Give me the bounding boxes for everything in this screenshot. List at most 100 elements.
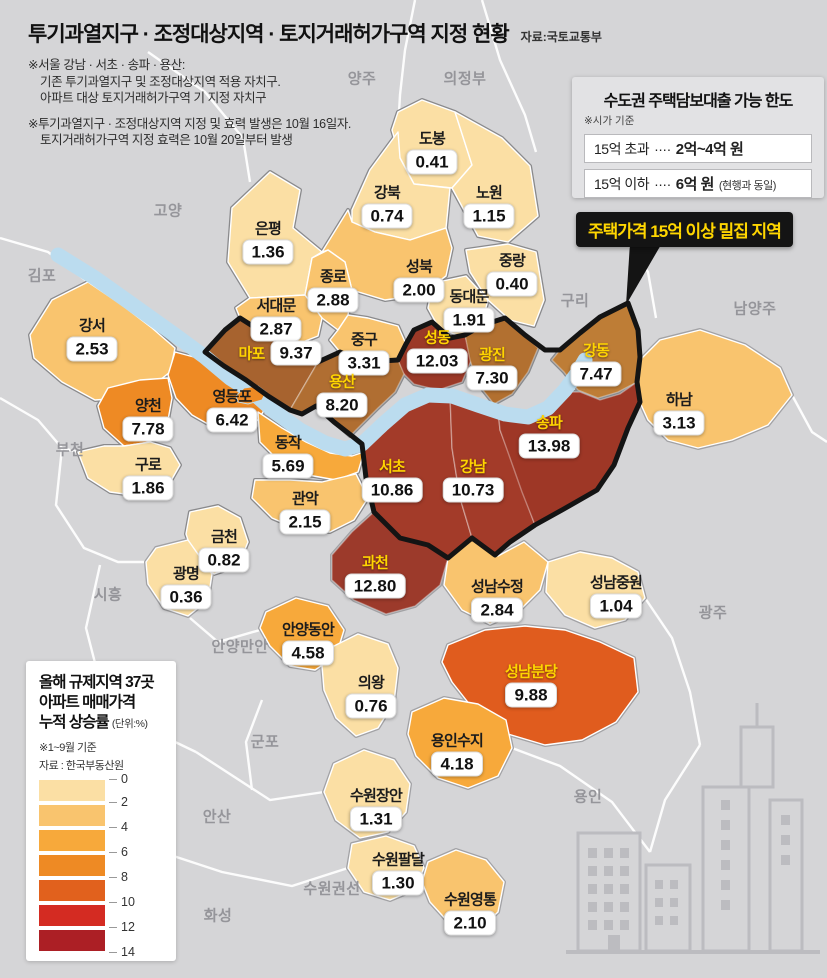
district-value-pill-nowon: 1.15 <box>463 203 515 229</box>
legend-tick-dash <box>109 801 117 803</box>
district-label-yongsan: 용산 8.20 <box>316 371 368 418</box>
district-name-dongdaemun: 동대문 <box>449 288 489 306</box>
district-label-yongin-suji: 용인수지 4.18 <box>431 730 484 777</box>
district-value-pill-seongdong: 12.03 <box>406 348 468 374</box>
district-value-pill-guro: 1.86 <box>122 475 174 501</box>
district-value-pill-hanam: 3.13 <box>653 410 705 436</box>
legend-tick-label: 14 <box>121 945 135 959</box>
district-value-pill-anyang-dongan: 4.58 <box>282 640 334 666</box>
note-1-line-3: 아파트 대상 토지거래허가구역 기 지정 자치구 <box>40 91 267 105</box>
legend-title-line-1: 올해 규제지역 37곳 <box>39 674 155 691</box>
legend-tick-dash <box>109 926 117 928</box>
district-label-songpa: 송파 13.98 <box>518 412 580 459</box>
legend-tick-8: 8 <box>109 870 128 884</box>
region-label-goyang: 고양 <box>153 202 183 220</box>
district-value-pill-mapo: 9.37 <box>270 340 322 366</box>
legend-tick-dash <box>109 951 117 953</box>
district-value-pill-eunpyeong: 1.36 <box>242 239 294 265</box>
district-name-suwon-jangan: 수원장안 <box>349 787 403 805</box>
district-label-gwacheon: 과천 12.80 <box>344 552 406 599</box>
district-name-seongbuk: 성북 <box>405 258 433 276</box>
callout-text: 주택가격 15억 이상 밀집 지역 <box>588 222 782 241</box>
district-value-pill-gangbuk: 0.74 <box>361 203 413 229</box>
district-label-gangseo: 강서 2.53 <box>66 315 118 362</box>
region-label-hwaseong: 화성 <box>203 907 233 925</box>
legend-swatch-6 <box>39 930 105 951</box>
district-label-dobong: 도봉 0.41 <box>406 128 458 175</box>
price-zone-callout: 주택가격 15억 이상 밀집 지역 <box>576 212 793 247</box>
district-name-gangbuk: 강북 <box>373 184 401 202</box>
header: 투기과열지구 · 조정대상지역 · 토지거래허가구역 지정 현황 자료:국토교통… <box>28 18 602 149</box>
district-value-pill-dobong: 0.41 <box>406 149 458 175</box>
region-label-yangju: 양주 <box>347 70 377 88</box>
district-name-guro: 구로 <box>134 456 162 474</box>
loan-row-value: 6억 원 <box>675 176 715 193</box>
legend-swatch-2 <box>39 830 105 851</box>
district-value-pill-gwacheon: 12.80 <box>344 573 406 599</box>
region-label-ansan: 안산 <box>202 808 232 826</box>
legend-tick-6: 6 <box>109 845 128 859</box>
loan-row-value: 2억~4억 원 <box>675 141 744 158</box>
legend-tick-label: 6 <box>121 845 128 859</box>
district-value-pill-yongsan: 8.20 <box>316 392 368 418</box>
district-value-pill-jungnang: 0.40 <box>486 271 538 297</box>
district-name-dongjak: 동작 <box>274 434 302 452</box>
district-value-pill-seongnam-sujeong: 2.84 <box>471 597 523 623</box>
district-label-suwon-yeongtong: 수원영통 2.10 <box>444 889 497 936</box>
district-label-yangcheon: 양천 7.78 <box>122 395 174 442</box>
district-value-pill-suwon-paldal: 1.30 <box>372 870 424 896</box>
zone-border <box>202 300 643 561</box>
district-value-pill-geumcheon: 0.82 <box>198 547 250 573</box>
district-name-gangdong: 강동 <box>582 342 610 360</box>
callout-arrow <box>626 243 662 305</box>
district-name-mapo: 마포 <box>238 345 265 363</box>
region-label-siheung: 시흥 <box>93 586 123 604</box>
district-value-pill-yongin-suji: 4.18 <box>431 751 483 777</box>
district-label-gwangmyeong: 광명 0.36 <box>160 563 212 610</box>
district-value-pill-gwangjin: 7.30 <box>466 365 518 391</box>
district-label-seongnam-sujeong: 성남수정 2.84 <box>470 576 524 623</box>
district-value-pill-dongdaemun: 1.91 <box>443 307 495 333</box>
district-label-suwon-jangan: 수원장안 1.31 <box>349 785 403 832</box>
region-label-uijeongbu: 의정부 <box>443 70 487 88</box>
district-label-hanam: 하남 3.13 <box>653 389 705 436</box>
district-label-seongbuk: 성북 2.00 <box>393 256 445 303</box>
district-label-seocho: 서초 10.86 <box>361 456 423 503</box>
district-name-uiwang: 의왕 <box>357 674 385 692</box>
district-name-yongsan: 용산 <box>328 373 356 391</box>
loan-box-title: 수도권 주택담보대출 가능 한도 <box>603 93 794 110</box>
district-name-jongno: 종로 <box>319 268 347 286</box>
loan-row-over-15: 15억 초과 ···· 2억~4억 원 <box>584 134 812 163</box>
district-label-seongnam-bundang: 성남분당 9.88 <box>505 661 558 708</box>
region-label-namyangju: 남양주 <box>733 300 777 318</box>
legend-tick-14: 14 <box>109 945 135 959</box>
page-title: 투기과열지구 · 조정대상지역 · 토지거래허가구역 지정 현황 <box>28 23 510 46</box>
district-value-pill-suwon-jangan: 1.31 <box>350 806 402 832</box>
district-value-pill-seongbuk: 2.00 <box>393 277 445 303</box>
district-label-jongno: 종로 2.88 <box>307 266 359 313</box>
district-name-nowon: 노원 <box>475 184 503 202</box>
district-name-eunpyeong: 은평 <box>254 220 282 238</box>
district-label-jung-gu: 중구 3.31 <box>338 329 390 376</box>
district-name-anyang-dongan: 안양동안 <box>281 621 335 639</box>
district-label-dongdaemun: 동대문 1.91 <box>443 286 495 333</box>
legend-swatch-0 <box>39 780 105 801</box>
legend-tick-dash <box>109 826 117 828</box>
district-value-pill-suwon-yeongtong: 2.10 <box>444 910 496 936</box>
loan-row-suffix: (현행과 동일) <box>718 180 776 192</box>
district-name-gwangmyeong: 광명 <box>172 565 200 583</box>
legend-tick-0: 0 <box>109 772 128 786</box>
district-label-seodaemun: 서대문 2.87 <box>250 295 302 342</box>
legend-source: 자료 : 한국부동산원 <box>39 760 124 773</box>
district-value-pill-seongnam-bundang: 9.88 <box>505 682 557 708</box>
legend-tick-dash <box>109 778 117 780</box>
note-2-line-2: 토지거래허가구역 지정 효력은 10월 20일부터 발생 <box>40 133 293 147</box>
loan-row-label: 15억 이하 <box>594 176 650 192</box>
district-value-pill-gwanak: 2.15 <box>279 509 331 535</box>
loan-row-under-15: 15억 이하 ···· 6억 원 (현행과 동일) <box>584 169 812 198</box>
region-label-suwon-gwonseon: 수원권선 <box>303 880 361 898</box>
district-name-seongnam-sujeong: 성남수정 <box>470 578 524 596</box>
note-2-line-1: ※투기과열지구 · 조정대상지역 지정 및 효력 발생은 10월 16일자. <box>28 116 352 131</box>
note-1-line-2: 기존 투기과열지구 및 조정대상지역 적용 자치구. <box>40 74 281 89</box>
